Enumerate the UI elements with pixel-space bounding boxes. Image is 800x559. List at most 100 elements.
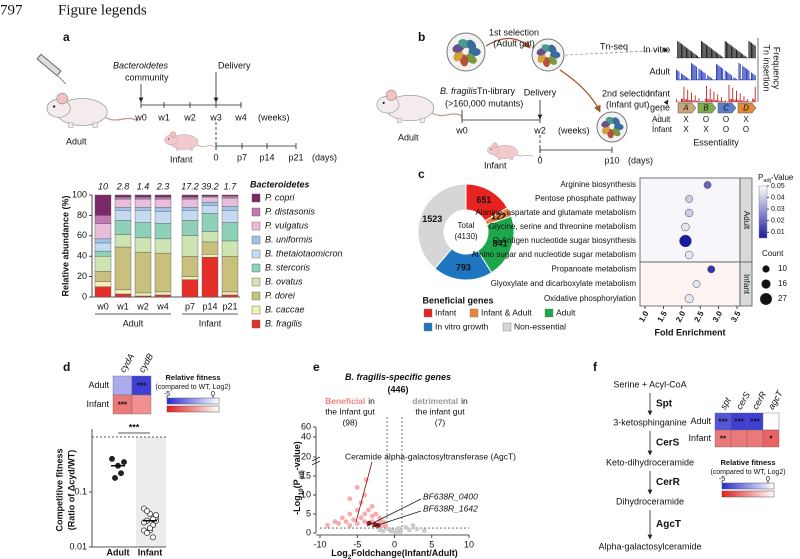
track-bar <box>713 91 715 102</box>
strip-label: Infant <box>742 274 751 295</box>
bar-segment <box>114 196 132 200</box>
bar-segment <box>94 250 112 257</box>
bar-segment <box>94 238 112 244</box>
track-bar <box>709 88 711 102</box>
essentiality-label: Essentiality <box>693 137 739 147</box>
point <box>118 470 124 477</box>
timeline-unit: (weeks) <box>558 125 590 135</box>
track-bar <box>713 50 715 58</box>
panel-letter: e <box>313 360 320 374</box>
point <box>147 525 153 532</box>
heat-cell <box>746 429 764 448</box>
bar-segment <box>154 291 172 296</box>
category-label: Arginine biosynthesis <box>560 180 636 189</box>
track-bar <box>729 98 731 102</box>
x-tick-label: p14 <box>202 301 217 311</box>
track-bar <box>706 79 707 80</box>
track-bar <box>709 77 711 80</box>
x-tick-label: w4 <box>156 301 169 311</box>
track-bar <box>728 43 730 58</box>
y-tick-label: 40 <box>77 251 87 261</box>
y-tick-label: 10 <box>301 489 311 499</box>
cell-label: *** <box>750 417 760 426</box>
colorbar-title: Relative fitness <box>165 373 220 382</box>
top-label: 17.2 <box>181 181 199 191</box>
y-tick-label: 5 <box>306 508 311 518</box>
track-bar <box>688 49 690 58</box>
point <box>347 511 353 517</box>
mouse-eye <box>167 138 170 140</box>
track-bar <box>741 53 742 58</box>
track-label: In vitro <box>643 44 670 54</box>
mouse-leg <box>396 117 402 123</box>
bar-segment <box>221 195 239 199</box>
track-bar <box>731 45 732 58</box>
chart-subtitle: (446) <box>387 384 408 394</box>
mouse-eye <box>52 105 56 108</box>
mouse-ear <box>169 131 177 138</box>
size-legend-dot <box>760 293 772 305</box>
track-bar <box>729 74 731 80</box>
track-bar <box>737 50 739 58</box>
top-label: 2.3 <box>156 181 170 191</box>
panel-letter: b <box>418 30 425 44</box>
selection-label: 1st selection <box>489 27 539 37</box>
bar-segment <box>94 215 112 224</box>
point <box>144 508 150 515</box>
bar-segment <box>94 194 112 216</box>
track-bar <box>694 95 696 102</box>
timeline-label: w2 <box>533 125 546 135</box>
dot <box>703 181 712 189</box>
track-bar <box>719 100 721 102</box>
track-bar <box>716 63 717 80</box>
gene-name: C <box>723 104 729 113</box>
label-part: Tn-library <box>477 86 516 96</box>
track-bar <box>719 55 721 58</box>
track-bar <box>726 71 727 80</box>
bar-segment <box>221 197 239 207</box>
track-bar <box>754 75 756 80</box>
label-part: -value) <box>292 441 302 470</box>
selection-arrow <box>559 69 601 113</box>
label-part: adj <box>298 470 305 479</box>
track-bar <box>687 89 689 102</box>
selection-label: 2nd selection <box>602 88 655 98</box>
bar-segment <box>94 271 112 282</box>
x-axis-title: Log2Foldchange(Infant/Adult) <box>331 548 458 559</box>
track-bar <box>743 55 745 58</box>
track-bar <box>689 99 691 102</box>
bar-segment <box>181 196 199 200</box>
colorbar-label: 0.04 <box>771 194 785 201</box>
bar-segment <box>94 242 112 252</box>
x-tick-label: 3.5 <box>729 309 743 324</box>
label-part: adj <box>763 178 770 184</box>
line <box>57 75 67 85</box>
point <box>332 519 338 524</box>
track-bar <box>687 48 689 58</box>
point <box>121 459 127 466</box>
point <box>358 515 364 521</box>
y-tick-label: 15 <box>301 470 311 480</box>
track-bar <box>724 100 726 102</box>
legend-label: Infant <box>435 307 457 317</box>
heat-cell <box>762 412 780 431</box>
bar-segment <box>114 234 132 248</box>
track-bar <box>694 54 696 58</box>
point <box>366 507 371 513</box>
label-part: -Value <box>771 173 794 182</box>
dish-colony <box>612 117 621 127</box>
track-bar <box>736 49 737 58</box>
colorbar <box>166 397 220 405</box>
track-bar <box>697 56 699 58</box>
track-bar <box>682 74 684 80</box>
legend-label: In vitro growth <box>435 321 489 331</box>
bar-segment <box>201 194 219 197</box>
point <box>109 455 115 462</box>
track-bar <box>746 68 747 80</box>
row-label: Adult <box>652 115 671 124</box>
colorbar <box>166 405 220 413</box>
track-bar <box>704 98 706 102</box>
mouse-leg <box>176 147 180 151</box>
track-bar <box>693 100 695 102</box>
track-bar <box>728 84 730 102</box>
